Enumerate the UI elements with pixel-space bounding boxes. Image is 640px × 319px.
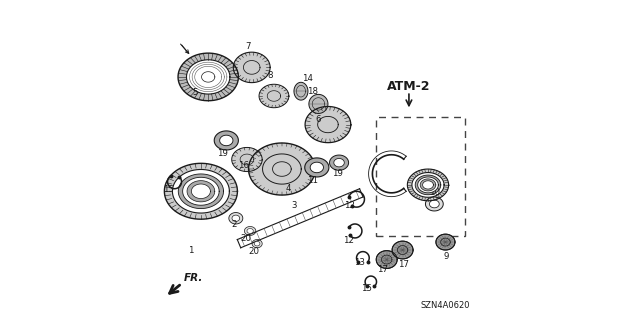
Polygon shape (252, 240, 262, 248)
Polygon shape (172, 169, 229, 213)
Text: 13: 13 (354, 258, 365, 267)
Polygon shape (164, 163, 237, 219)
Text: 20: 20 (248, 247, 259, 256)
Polygon shape (244, 226, 256, 235)
Text: 10: 10 (429, 188, 440, 197)
Polygon shape (407, 169, 449, 201)
Polygon shape (248, 143, 316, 195)
Polygon shape (429, 200, 439, 208)
Polygon shape (234, 52, 270, 83)
Text: 15: 15 (163, 185, 173, 194)
Text: 19: 19 (332, 169, 343, 178)
Text: 2: 2 (231, 220, 236, 229)
Text: 6: 6 (316, 115, 321, 124)
Polygon shape (426, 197, 444, 211)
Text: 1: 1 (188, 246, 193, 255)
Text: 19: 19 (217, 149, 228, 158)
Polygon shape (179, 174, 223, 209)
Polygon shape (436, 234, 455, 250)
Polygon shape (412, 173, 444, 197)
Polygon shape (232, 147, 262, 172)
Text: 12: 12 (344, 201, 355, 210)
Polygon shape (259, 84, 289, 108)
Text: 17: 17 (397, 260, 409, 269)
Polygon shape (187, 181, 215, 202)
Text: 4: 4 (285, 184, 291, 193)
Text: 16: 16 (237, 161, 248, 170)
Polygon shape (214, 131, 238, 150)
Polygon shape (182, 177, 219, 205)
Text: 3: 3 (292, 201, 298, 210)
Text: 7: 7 (246, 42, 252, 51)
Polygon shape (415, 175, 441, 195)
Polygon shape (305, 107, 351, 143)
Text: 12: 12 (343, 236, 354, 245)
Polygon shape (418, 177, 438, 193)
Polygon shape (334, 159, 344, 167)
Polygon shape (254, 241, 260, 246)
Text: ATM-2: ATM-2 (387, 80, 431, 93)
Polygon shape (310, 162, 323, 173)
Text: SZN4A0620: SZN4A0620 (420, 301, 470, 310)
Polygon shape (305, 158, 329, 177)
Text: 20: 20 (241, 234, 252, 243)
Text: 5: 5 (193, 88, 198, 97)
Polygon shape (392, 241, 413, 259)
Polygon shape (376, 251, 397, 269)
Text: 15: 15 (362, 284, 372, 293)
Polygon shape (420, 179, 436, 191)
Text: 8: 8 (268, 71, 273, 80)
Bar (376, 117, 465, 236)
Text: 18: 18 (307, 87, 319, 96)
Polygon shape (330, 155, 349, 170)
Polygon shape (191, 184, 211, 198)
Text: 11: 11 (307, 176, 319, 185)
Text: FR.: FR. (184, 273, 203, 283)
Text: 17: 17 (378, 264, 388, 274)
Polygon shape (309, 94, 328, 114)
Polygon shape (186, 60, 230, 94)
Polygon shape (294, 82, 308, 100)
Polygon shape (247, 228, 253, 234)
Text: 9: 9 (444, 252, 449, 261)
Polygon shape (229, 212, 243, 224)
Text: 14: 14 (302, 74, 313, 83)
Polygon shape (422, 181, 433, 189)
Polygon shape (232, 215, 239, 221)
Polygon shape (178, 53, 238, 101)
Polygon shape (220, 135, 233, 146)
